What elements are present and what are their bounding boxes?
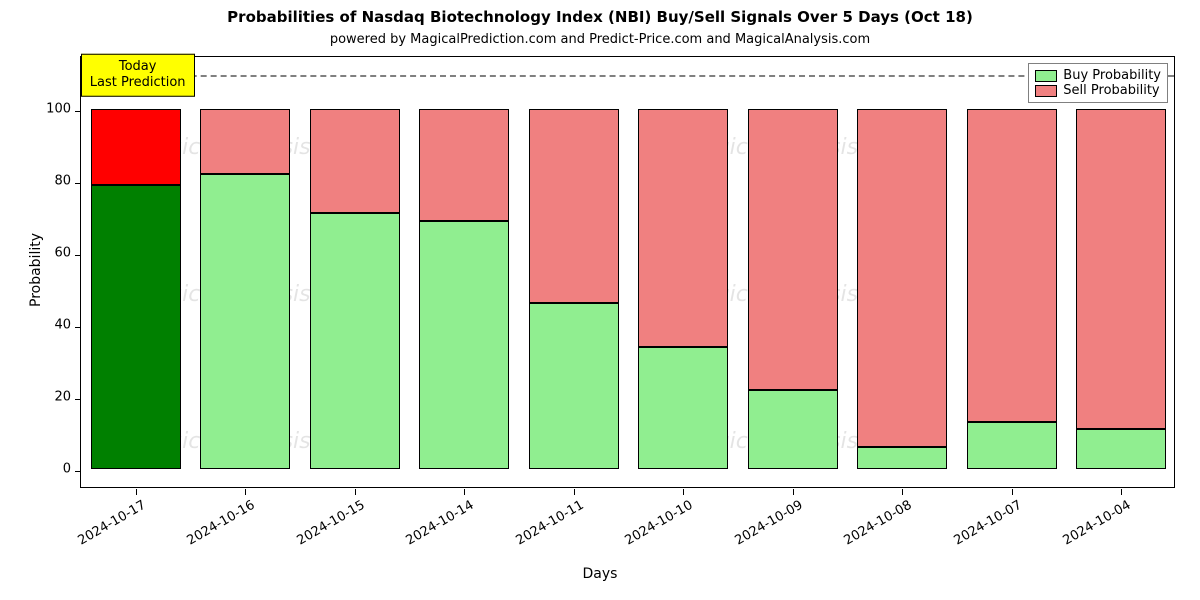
- x-tick-label: 2024-10-16: [180, 489, 258, 548]
- buy-bar: [529, 303, 619, 469]
- chart-container: Probabilities of Nasdaq Biotechnology In…: [0, 0, 1200, 600]
- x-tick-label: 2024-10-09: [727, 489, 805, 548]
- sell-bar: [529, 109, 619, 303]
- bar-group: [1076, 55, 1166, 487]
- buy-bar: [1076, 429, 1166, 469]
- bar-group: [529, 55, 619, 487]
- y-tick-label: 20: [41, 390, 81, 405]
- bar-group: [967, 55, 1057, 487]
- x-tick-label: 2024-10-14: [399, 489, 477, 548]
- buy-bar: [748, 390, 838, 469]
- y-tick-label: 40: [41, 318, 81, 333]
- x-tick-label: 2024-10-08: [837, 489, 915, 548]
- legend-swatch: [1035, 70, 1057, 82]
- buy-bar: [419, 221, 509, 469]
- legend-swatch: [1035, 85, 1057, 97]
- y-tick-label: 60: [41, 246, 81, 261]
- y-axis-label: Probability: [28, 233, 44, 307]
- y-tick-mark: [75, 111, 81, 112]
- sell-bar: [967, 109, 1057, 422]
- y-tick-label: 80: [41, 174, 81, 189]
- buy-bar: [200, 174, 290, 469]
- y-tick-label: 0: [41, 462, 81, 477]
- x-tick-label: 2024-10-17: [70, 489, 148, 548]
- legend-item: Buy Probability: [1035, 68, 1161, 83]
- y-tick-mark: [75, 255, 81, 256]
- buy-bar: [91, 185, 181, 469]
- sell-bar: [419, 109, 509, 221]
- x-tick-label: 2024-10-04: [1056, 489, 1134, 548]
- legend-label: Buy Probability: [1063, 68, 1161, 83]
- y-tick-mark: [75, 471, 81, 472]
- bar-group: [310, 55, 400, 487]
- sell-bar: [200, 109, 290, 174]
- sell-bar: [748, 109, 838, 390]
- y-tick-label: 100: [41, 102, 81, 117]
- buy-bar: [967, 422, 1057, 469]
- sell-bar: [91, 109, 181, 185]
- sell-bar: [857, 109, 947, 447]
- buy-bar: [638, 347, 728, 469]
- sell-bar: [310, 109, 400, 213]
- buy-bar: [310, 213, 400, 469]
- x-tick-label: 2024-10-10: [618, 489, 696, 548]
- plot-area: 020406080100MagicalAnalysis.comMagicalAn…: [80, 56, 1175, 488]
- chart-subtitle: powered by MagicalPrediction.com and Pre…: [0, 32, 1200, 47]
- sell-bar: [638, 109, 728, 347]
- bar-group: [638, 55, 728, 487]
- chart-title: Probabilities of Nasdaq Biotechnology In…: [0, 8, 1200, 26]
- buy-bar: [857, 447, 947, 469]
- y-tick-mark: [75, 399, 81, 400]
- bar-group: [748, 55, 838, 487]
- today-annotation: TodayLast Prediction: [81, 54, 195, 97]
- bar-group: [419, 55, 509, 487]
- bar-group: [91, 55, 181, 487]
- x-tick-label: 2024-10-15: [289, 489, 367, 548]
- chart-legend: Buy ProbabilitySell Probability: [1028, 63, 1168, 103]
- legend-label: Sell Probability: [1063, 83, 1159, 98]
- y-tick-mark: [75, 327, 81, 328]
- legend-item: Sell Probability: [1035, 83, 1161, 98]
- sell-bar: [1076, 109, 1166, 429]
- x-axis-label: Days: [0, 566, 1200, 582]
- x-tick-label: 2024-10-11: [508, 489, 586, 548]
- y-tick-mark: [75, 183, 81, 184]
- bar-group: [200, 55, 290, 487]
- annotation-line: Today: [90, 59, 186, 75]
- x-tick-label: 2024-10-07: [946, 489, 1024, 548]
- annotation-line: Last Prediction: [90, 75, 186, 91]
- bar-group: [857, 55, 947, 487]
